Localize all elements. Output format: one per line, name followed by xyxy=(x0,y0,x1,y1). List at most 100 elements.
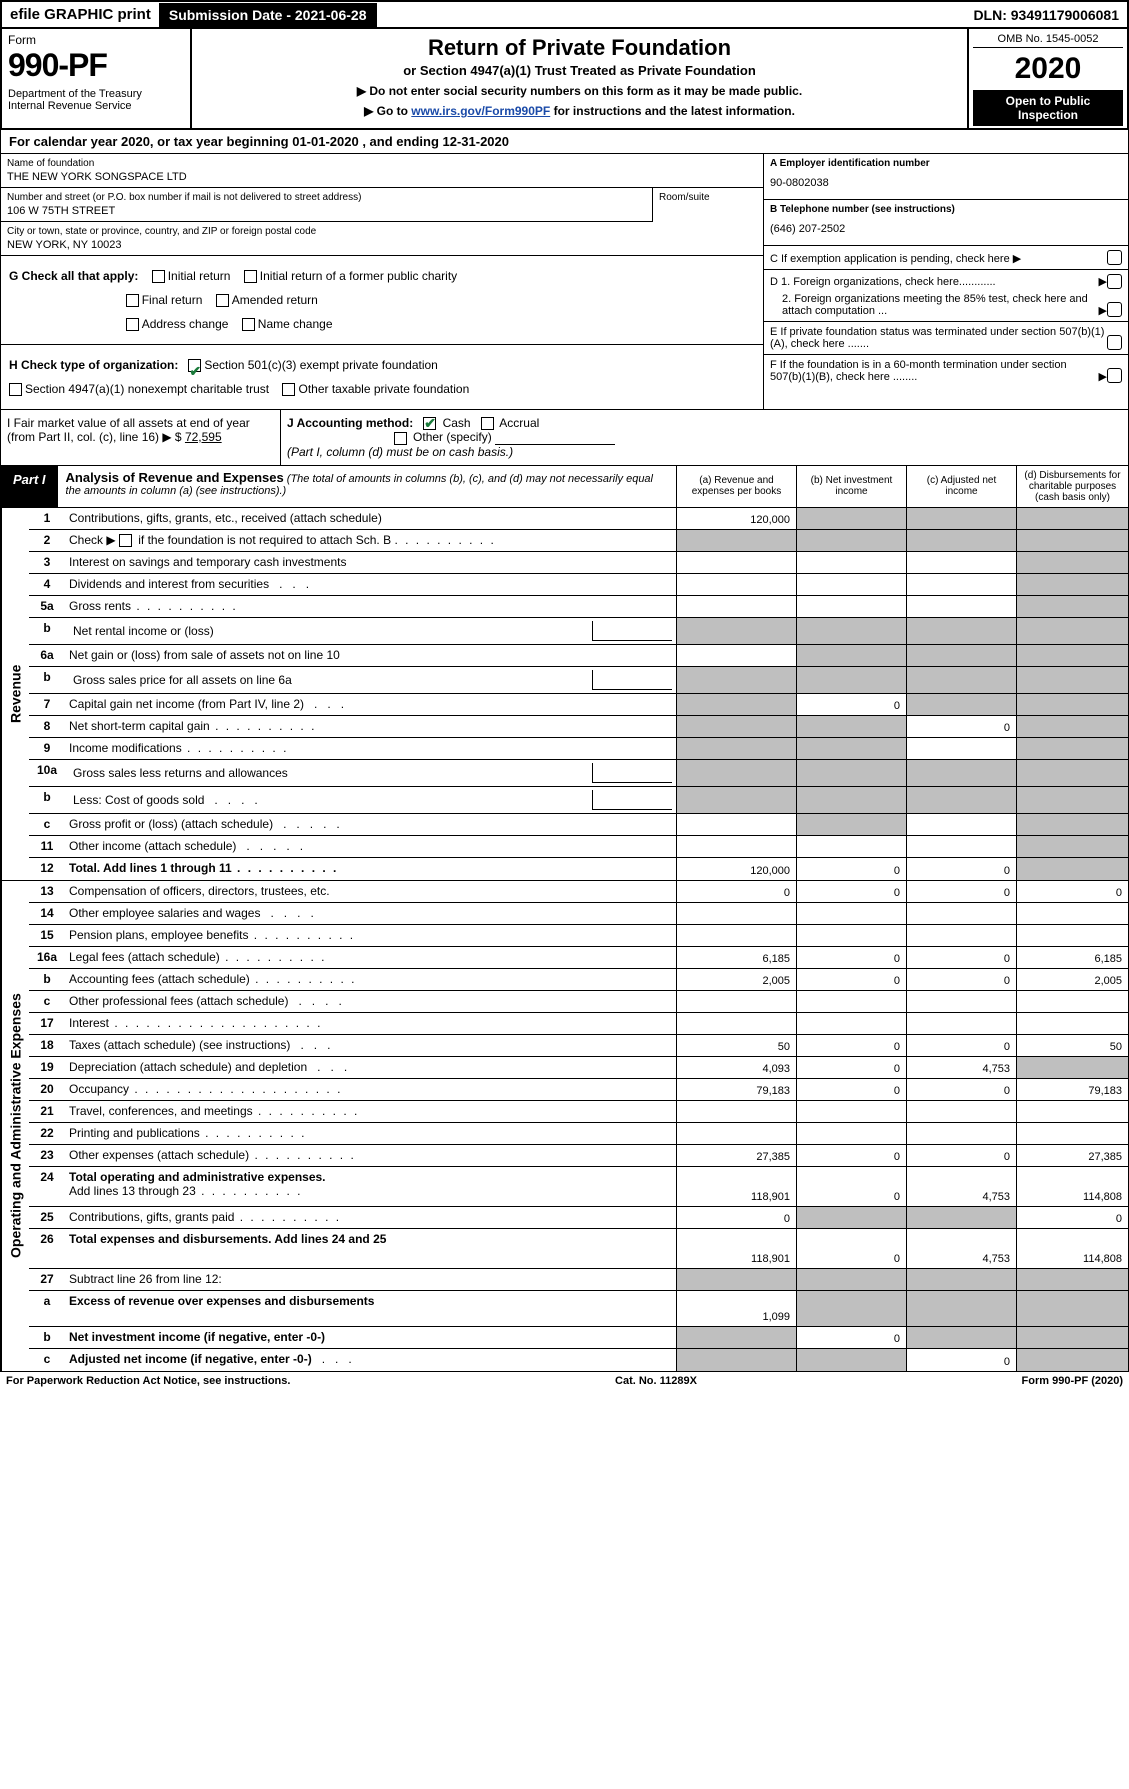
col-c-header: (c) Adjusted net income xyxy=(906,466,1016,507)
efile-label: efile GRAPHIC print xyxy=(2,2,159,27)
r23-a: 27,385 xyxy=(676,1145,796,1166)
cb-final-return[interactable] xyxy=(126,294,139,307)
city-value: NEW YORK, NY 10023 xyxy=(7,239,757,251)
row-27b: b Net investment income (if negative, en… xyxy=(29,1327,1128,1349)
row-10c: c Gross profit or (loss) (attach schedul… xyxy=(29,814,1128,836)
r26-d: 114,808 xyxy=(1016,1229,1128,1268)
row-4: 4 Dividends and interest from securities… xyxy=(29,574,1128,596)
row-5b: b Net rental income or (loss) xyxy=(29,618,1128,645)
cb-address-change[interactable] xyxy=(126,318,139,331)
calendar-year-row: For calendar year 2020, or tax year begi… xyxy=(0,130,1129,154)
footer-center: Cat. No. 11289X xyxy=(615,1375,697,1387)
cb-name-change[interactable] xyxy=(242,318,255,331)
cb-60-month[interactable] xyxy=(1107,368,1122,383)
row-6b: b Gross sales price for all assets on li… xyxy=(29,667,1128,694)
r10a-desc: Gross sales less returns and allowances xyxy=(65,760,676,786)
cb-cash[interactable] xyxy=(423,417,436,430)
r9-desc: Income modifications xyxy=(65,738,676,759)
instr2-post: for instructions and the latest informat… xyxy=(550,104,795,118)
r27-desc: Subtract line 26 from line 12: xyxy=(65,1269,676,1290)
page-footer: For Paperwork Reduction Act Notice, see … xyxy=(0,1372,1129,1390)
row-21: 21 Travel, conferences, and meetings xyxy=(29,1101,1128,1123)
opt-other-taxable: Other taxable private foundation xyxy=(298,382,469,396)
row-7: 7 Capital gain net income (from Part IV,… xyxy=(29,694,1128,716)
form-header: Form 990-PF Department of the Treasury I… xyxy=(0,29,1129,130)
part1-desc: Analysis of Revenue and Expenses (The to… xyxy=(58,466,676,507)
footer-right: Form 990-PF (2020) xyxy=(1022,1375,1123,1387)
r6b-desc: Gross sales price for all assets on line… xyxy=(65,667,676,693)
r7-desc: Capital gain net income (from Part IV, l… xyxy=(65,694,676,715)
cb-sch-b[interactable] xyxy=(119,534,132,547)
r19-c: 4,753 xyxy=(906,1057,1016,1078)
expenses-table: Operating and Administrative Expenses 13… xyxy=(0,881,1129,1372)
cb-4947[interactable] xyxy=(9,383,22,396)
r25-a: 0 xyxy=(676,1207,796,1228)
tax-year: 2020 xyxy=(973,48,1123,90)
r26-a: 118,901 xyxy=(676,1229,796,1268)
row-25: 25 Contributions, gifts, grants paid 00 xyxy=(29,1207,1128,1229)
expenses-side-label: Operating and Administrative Expenses xyxy=(1,881,29,1371)
r20-a: 79,183 xyxy=(676,1079,796,1100)
address-value: 106 W 75TH STREET xyxy=(7,205,646,217)
cb-initial-return[interactable] xyxy=(152,270,165,283)
e-label: E If private foundation status was termi… xyxy=(770,326,1107,350)
r27c-c: 0 xyxy=(906,1349,1016,1371)
fmv-value: 72,595 xyxy=(185,430,222,444)
r16b-d: 2,005 xyxy=(1016,969,1128,990)
omb-number: OMB No. 1545-0052 xyxy=(973,31,1123,48)
opt-accrual: Accrual xyxy=(499,416,539,430)
r16b-c: 0 xyxy=(906,969,1016,990)
b-label: B Telephone number (see instructions) xyxy=(770,204,955,215)
row-22: 22 Printing and publications xyxy=(29,1123,1128,1145)
cb-initial-former[interactable] xyxy=(244,270,257,283)
row-27c: c Adjusted net income (if negative, ente… xyxy=(29,1349,1128,1371)
cb-accrual[interactable] xyxy=(481,417,494,430)
address-cell: Number and street (or P.O. box number if… xyxy=(1,188,653,222)
cb-other-method[interactable] xyxy=(394,432,407,445)
opt-501c3: Section 501(c)(3) exempt private foundat… xyxy=(204,358,437,372)
foundation-name: THE NEW YORK SONGSPACE LTD xyxy=(7,171,757,183)
g-label: G Check all that apply: xyxy=(9,269,138,283)
row-11: 11 Other income (attach schedule) . . . … xyxy=(29,836,1128,858)
r13-desc: Compensation of officers, directors, tru… xyxy=(65,881,676,902)
cb-85-test[interactable] xyxy=(1107,302,1122,317)
r10c-desc: Gross profit or (loss) (attach schedule)… xyxy=(65,814,676,835)
row-9: 9 Income modifications xyxy=(29,738,1128,760)
col-a-header: (a) Revenue and expenses per books xyxy=(676,466,796,507)
cb-amended[interactable] xyxy=(216,294,229,307)
r23-d: 27,385 xyxy=(1016,1145,1128,1166)
row-1: 1 Contributions, gifts, grants, etc., re… xyxy=(29,508,1128,530)
form-number: 990-PF xyxy=(8,47,184,84)
foundation-info: Name of foundation THE NEW YORK SONGSPAC… xyxy=(0,154,1129,410)
r27a-desc: Excess of revenue over expenses and disb… xyxy=(65,1291,676,1326)
instr2-pre: ▶ Go to xyxy=(364,104,411,118)
row-14: 14 Other employee salaries and wages . .… xyxy=(29,903,1128,925)
cb-exemption-pending[interactable] xyxy=(1107,250,1122,265)
r20-c: 0 xyxy=(906,1079,1016,1100)
r27b-b: 0 xyxy=(796,1327,906,1348)
row-18: 18 Taxes (attach schedule) (see instruct… xyxy=(29,1035,1128,1057)
col-b-header: (b) Net investment income xyxy=(796,466,906,507)
opt-cash: Cash xyxy=(443,416,471,430)
row-10a: 10a Gross sales less returns and allowan… xyxy=(29,760,1128,787)
r17-desc: Interest xyxy=(65,1013,676,1034)
opt-former: Initial return of a former public charit… xyxy=(260,269,457,283)
h-label: H Check type of organization: xyxy=(9,358,178,372)
cb-501c3[interactable] xyxy=(188,359,201,372)
r16a-desc: Legal fees (attach schedule) xyxy=(65,947,676,968)
r15-desc: Pension plans, employee benefits xyxy=(65,925,676,946)
r23-b: 0 xyxy=(796,1145,906,1166)
cb-other-taxable[interactable] xyxy=(282,383,295,396)
r12-c: 0 xyxy=(906,858,1016,880)
cb-terminated[interactable] xyxy=(1107,335,1122,350)
cb-foreign-org[interactable] xyxy=(1107,274,1122,289)
section-f: F If the foundation is in a 60-month ter… xyxy=(764,355,1128,387)
name-label: Name of foundation xyxy=(7,158,757,169)
instructions-link[interactable]: www.irs.gov/Form990PF xyxy=(411,104,550,118)
section-g: G Check all that apply: Initial return I… xyxy=(1,256,763,345)
r18-c: 0 xyxy=(906,1035,1016,1056)
row-8: 8 Net short-term capital gain 0 xyxy=(29,716,1128,738)
r8-desc: Net short-term capital gain xyxy=(65,716,676,737)
r14-desc: Other employee salaries and wages . . . … xyxy=(65,903,676,924)
r20-d: 79,183 xyxy=(1016,1079,1128,1100)
